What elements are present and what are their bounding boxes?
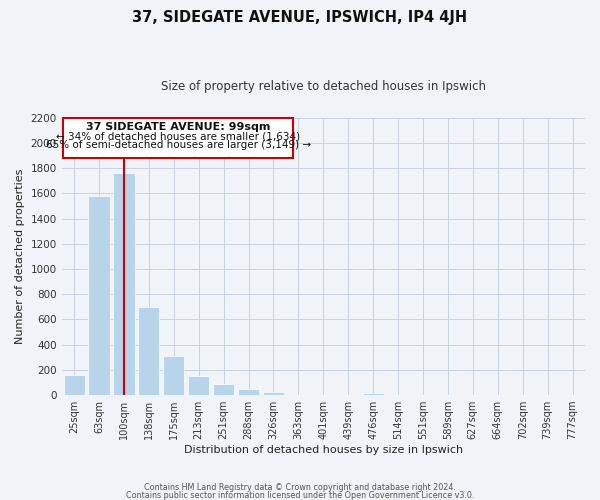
Y-axis label: Number of detached properties: Number of detached properties: [15, 168, 25, 344]
Bar: [138, 307, 160, 395]
Text: 37, SIDEGATE AVENUE, IPSWICH, IP4 4JH: 37, SIDEGATE AVENUE, IPSWICH, IP4 4JH: [133, 10, 467, 25]
Text: 65% of semi-detached houses are larger (3,149) →: 65% of semi-detached houses are larger (…: [46, 140, 311, 150]
Text: 37 SIDEGATE AVENUE: 99sqm: 37 SIDEGATE AVENUE: 99sqm: [86, 122, 271, 132]
Bar: [163, 356, 184, 395]
Bar: [238, 389, 259, 395]
Text: Contains public sector information licensed under the Open Government Licence v3: Contains public sector information licen…: [126, 490, 474, 500]
Bar: [64, 375, 85, 395]
Bar: [213, 384, 234, 395]
Bar: [113, 173, 134, 395]
Bar: [362, 393, 384, 395]
Text: Contains HM Land Registry data © Crown copyright and database right 2024.: Contains HM Land Registry data © Crown c…: [144, 484, 456, 492]
Bar: [88, 196, 110, 395]
Bar: [263, 392, 284, 395]
X-axis label: Distribution of detached houses by size in Ipswich: Distribution of detached houses by size …: [184, 445, 463, 455]
Text: ← 34% of detached houses are smaller (1,634): ← 34% of detached houses are smaller (1,…: [56, 132, 300, 141]
Bar: [188, 376, 209, 395]
Title: Size of property relative to detached houses in Ipswich: Size of property relative to detached ho…: [161, 80, 486, 93]
FancyBboxPatch shape: [63, 118, 293, 158]
